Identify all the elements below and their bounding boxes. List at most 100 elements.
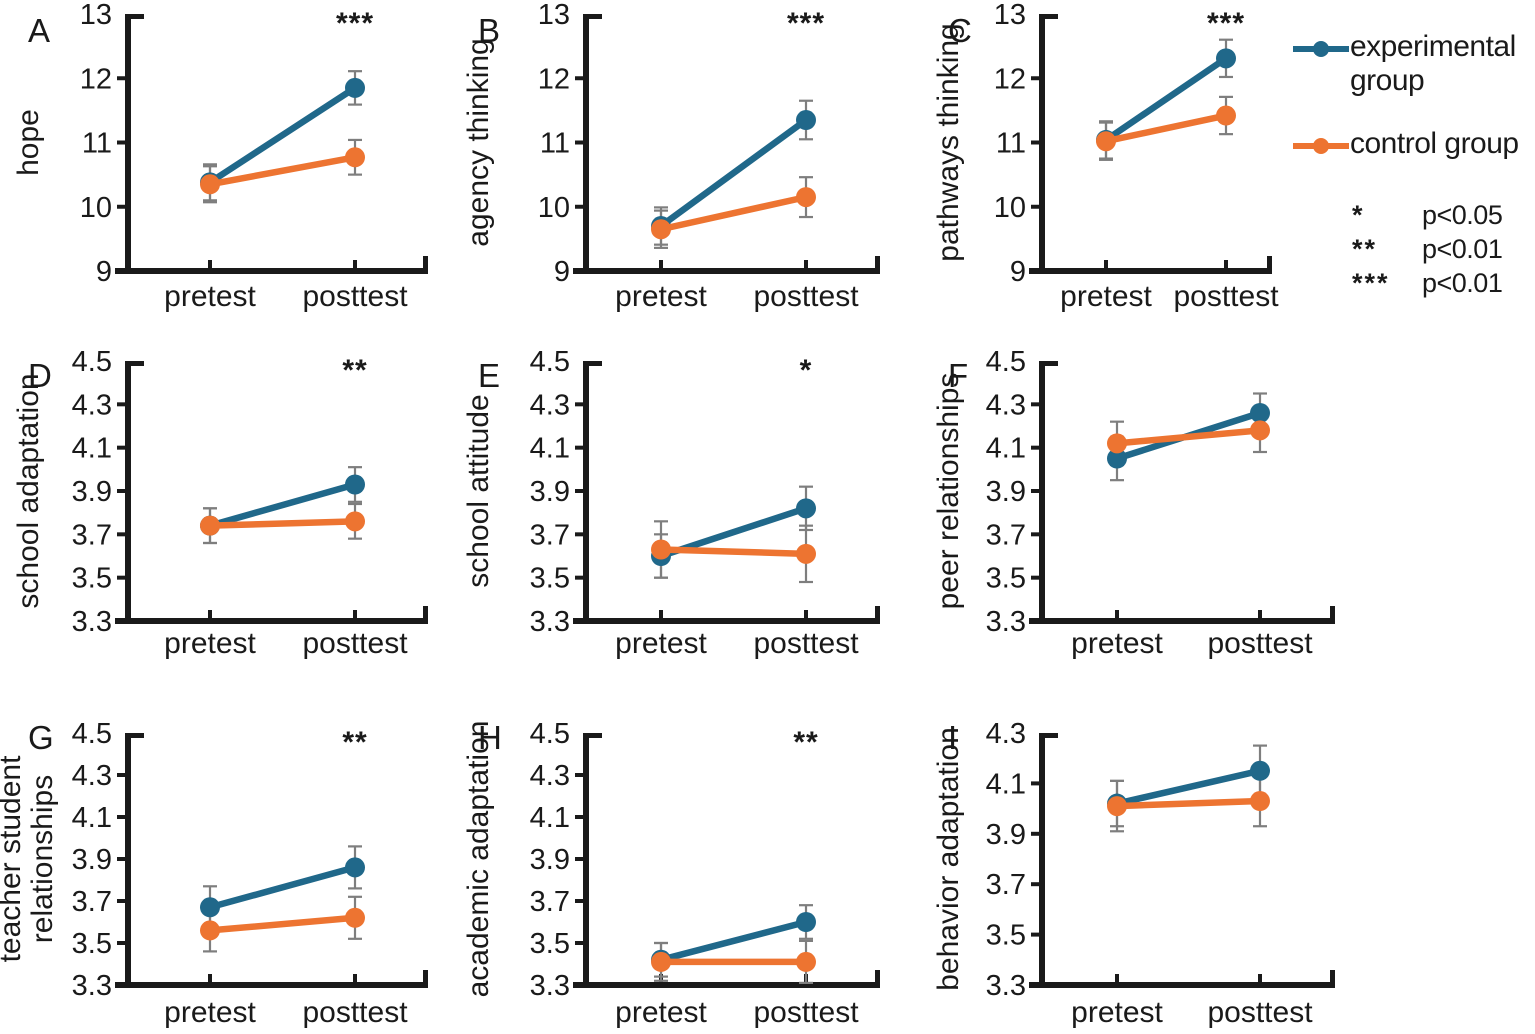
- y-tick-label: 4.3: [986, 389, 1026, 421]
- y-tick-label: 3.7: [530, 519, 570, 551]
- y-tick-label: 10: [538, 192, 570, 224]
- sig-meaning: p<0.05: [1422, 200, 1503, 230]
- x-tick-label: pretest: [1071, 627, 1163, 660]
- y-tick-label: 11: [82, 128, 112, 160]
- marker-control-posttest: [1216, 105, 1236, 126]
- y-tick-label: 4.1: [530, 433, 570, 465]
- y-tick-label: 3.3: [72, 606, 112, 638]
- series-line-control: [206, 914, 359, 934]
- y-tick-label: 3.7: [72, 519, 112, 551]
- x-tick-label: pretest: [164, 627, 256, 660]
- sig-symbol: ***: [1352, 268, 1390, 299]
- x-tick-label: pretest: [164, 280, 256, 313]
- series-line-control: [206, 154, 359, 188]
- legend-entry-experimental: experimental group: [1292, 30, 1535, 97]
- y-tick-label: 3.9: [72, 476, 112, 508]
- y-tick-label: 9: [96, 256, 112, 288]
- series-line-control: [206, 518, 359, 529]
- significance-stars: **: [793, 726, 818, 759]
- y-tick-label: 3.3: [986, 970, 1026, 1002]
- y-tick-label: 3.3: [986, 606, 1026, 638]
- significance-stars: ***: [787, 7, 825, 40]
- y-tick-label: 3.5: [72, 928, 112, 960]
- x-tick-label: posttest: [753, 627, 859, 660]
- y-tick-label: 3.5: [530, 563, 570, 595]
- y-tick-label: 3.7: [72, 886, 112, 918]
- panel-letter: H: [478, 719, 502, 756]
- y-axis-label: behavior adaptation: [932, 727, 965, 991]
- x-tick-label: pretest: [1060, 280, 1152, 313]
- y-tick-label: 12: [80, 63, 112, 95]
- marker-control-posttest: [345, 511, 365, 532]
- x-tick-label: posttest: [1173, 280, 1279, 313]
- sig-meaning: p<0.01: [1422, 234, 1503, 265]
- marker-experimental-posttest: [796, 110, 816, 131]
- panel-letter: E: [478, 357, 500, 394]
- y-tick-label: 4.3: [530, 760, 570, 792]
- marker-control-posttest: [796, 543, 816, 564]
- y-tick-label: 3.5: [72, 563, 112, 595]
- y-tick-label: 4.3: [72, 389, 112, 421]
- x-tick-label: posttest: [1207, 627, 1313, 660]
- panel-letter: G: [28, 719, 54, 756]
- marker-experimental-posttest: [345, 857, 365, 878]
- marker-control-pretest: [651, 951, 671, 972]
- y-tick-label: 13: [80, 0, 112, 31]
- marker-experimental-posttest: [796, 912, 816, 932]
- series-line-experimental: [657, 116, 810, 230]
- marker-experimental-posttest: [345, 474, 365, 495]
- y-tick-label: 4.5: [986, 346, 1026, 378]
- y-tick-label: 3.5: [530, 928, 570, 960]
- y-tick-label: 12: [994, 63, 1026, 95]
- panel-letter: D: [28, 357, 52, 394]
- marker-control-pretest: [1107, 433, 1127, 454]
- y-axis-label: school adaptation: [12, 373, 45, 608]
- significance-key: * p<0.05 ** p<0.01 *** p<0.01: [1352, 200, 1503, 299]
- marker-experimental-pretest: [200, 897, 220, 918]
- sig-symbol: **: [1352, 234, 1378, 265]
- legend-label-experimental: experimental group: [1350, 30, 1516, 97]
- series-line-experimental: [1113, 767, 1264, 807]
- y-tick-label: 4.5: [530, 346, 570, 378]
- sig-symbol: *: [1352, 200, 1365, 230]
- marker-experimental-posttest: [796, 498, 816, 519]
- significance-stars: ***: [336, 7, 374, 40]
- y-tick-label: 9: [1010, 256, 1026, 288]
- y-axis-label: academic adaptation: [462, 721, 495, 998]
- sig-meaning: p<0.01: [1422, 268, 1503, 299]
- panel-letter: C: [948, 12, 972, 49]
- y-tick-label: 4.3: [986, 718, 1026, 750]
- marker-control-posttest: [796, 187, 816, 208]
- x-tick-label: pretest: [164, 996, 256, 1029]
- control-line-swatch: [1293, 138, 1349, 155]
- x-tick-label: posttest: [302, 996, 408, 1029]
- y-tick-label: 13: [538, 0, 570, 31]
- y-tick-label: 12: [538, 63, 570, 95]
- marker-control-pretest: [200, 920, 220, 941]
- y-tick-label: 4.1: [72, 802, 112, 834]
- y-tick-label: 4.1: [530, 802, 570, 834]
- marker-control-pretest: [200, 174, 220, 195]
- series-line-control: [1113, 427, 1264, 447]
- marker-control-pretest: [651, 539, 671, 560]
- significance-stars: **: [342, 354, 367, 387]
- marker-control-pretest: [200, 515, 220, 536]
- y-tick-label: 3.7: [530, 886, 570, 918]
- legend-entry-control: control group: [1292, 127, 1535, 161]
- y-tick-label: 10: [80, 192, 112, 224]
- x-tick-label: posttest: [1207, 996, 1313, 1029]
- y-tick-label: 4.1: [986, 433, 1026, 465]
- x-tick-label: posttest: [753, 280, 859, 313]
- significance-stars: **: [342, 726, 367, 759]
